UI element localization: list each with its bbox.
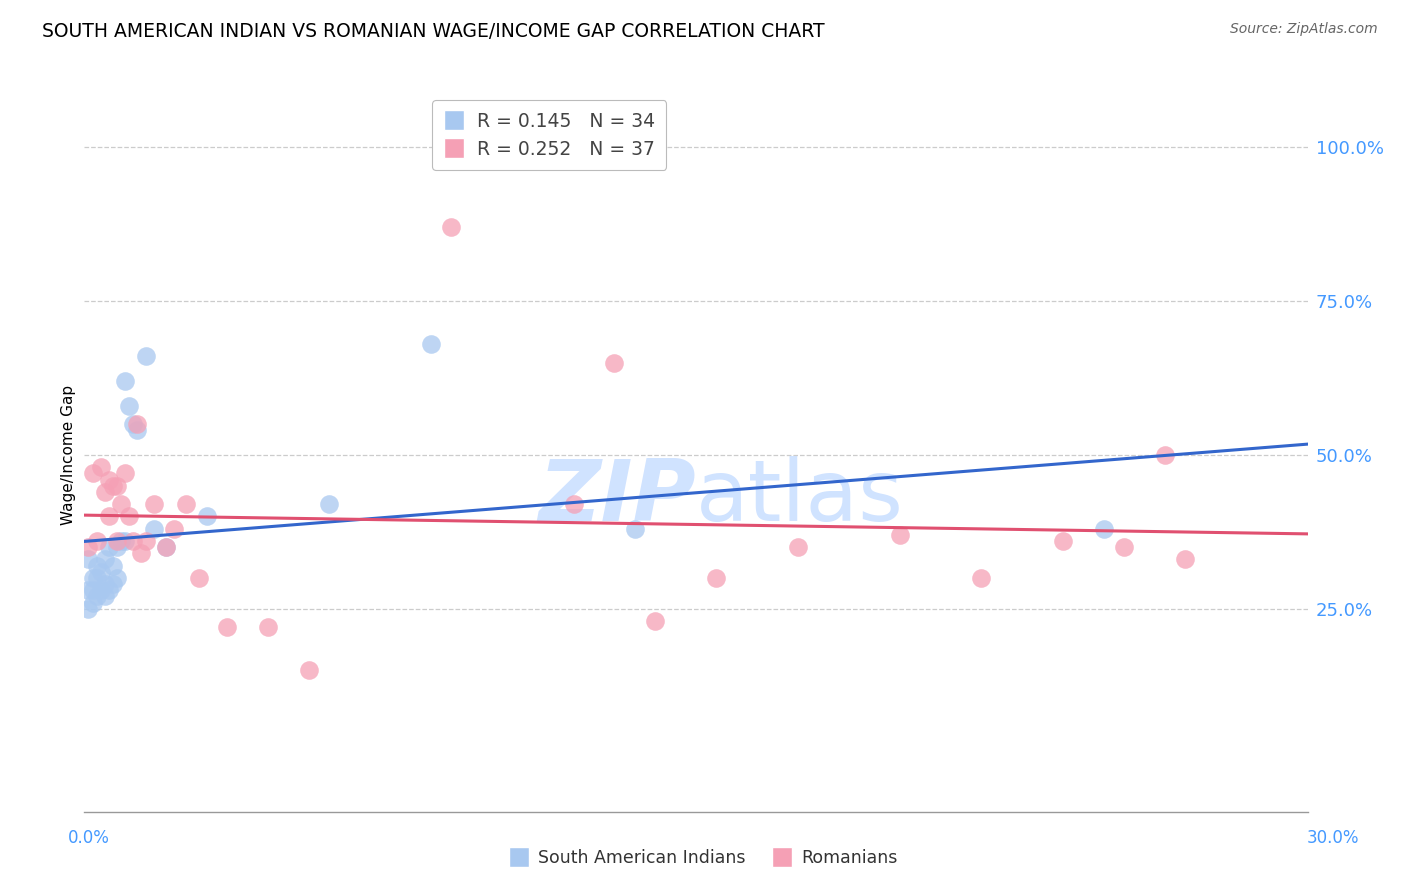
Point	[1154, 448, 1177, 462]
Point	[86, 534, 108, 549]
Point	[163, 522, 186, 536]
Point	[105, 540, 128, 554]
Point	[122, 534, 145, 549]
Point	[90, 565, 112, 579]
Point	[603, 356, 626, 370]
Point	[142, 497, 165, 511]
Point	[90, 583, 112, 598]
Point	[86, 558, 108, 573]
Text: ZIP: ZIP	[538, 456, 696, 540]
Point	[110, 497, 132, 511]
Point	[440, 220, 463, 235]
Point	[82, 583, 104, 598]
Point	[889, 528, 911, 542]
Point	[97, 509, 120, 524]
Point	[970, 571, 993, 585]
Point	[93, 552, 117, 566]
Point	[93, 590, 117, 604]
Point	[135, 350, 157, 364]
Point	[105, 478, 128, 492]
Text: Source: ZipAtlas.com: Source: ZipAtlas.com	[1230, 22, 1378, 37]
Point	[1052, 534, 1074, 549]
Point	[82, 596, 104, 610]
Point	[155, 540, 177, 554]
Text: atlas: atlas	[696, 456, 904, 540]
Point	[217, 620, 239, 634]
Point	[101, 558, 124, 573]
Point	[97, 473, 120, 487]
Point	[77, 583, 100, 598]
Point	[105, 571, 128, 585]
Point	[195, 509, 218, 524]
Point	[257, 620, 280, 634]
Point	[93, 577, 117, 591]
Point	[155, 540, 177, 554]
Point	[105, 534, 128, 549]
Point	[787, 540, 810, 554]
Point	[562, 497, 585, 511]
Point	[176, 497, 198, 511]
Point	[127, 423, 149, 437]
Point	[110, 534, 132, 549]
Point	[82, 467, 104, 481]
Point	[706, 571, 728, 585]
Point	[118, 399, 141, 413]
Point	[77, 601, 100, 615]
Point	[118, 509, 141, 524]
Point	[90, 460, 112, 475]
Legend: R = 0.145   N = 34, R = 0.252   N = 37: R = 0.145 N = 34, R = 0.252 N = 37	[432, 101, 666, 170]
Point	[1174, 552, 1197, 566]
Point	[644, 614, 666, 628]
Point	[1092, 522, 1115, 536]
Point	[77, 552, 100, 566]
Point	[142, 522, 165, 536]
Point	[1114, 540, 1136, 554]
Legend: South American Indians, Romanians: South American Indians, Romanians	[502, 843, 904, 874]
Point	[114, 534, 136, 549]
Y-axis label: Wage/Income Gap: Wage/Income Gap	[60, 384, 76, 525]
Point	[114, 467, 136, 481]
Point	[77, 540, 100, 554]
Point	[97, 583, 120, 598]
Point	[122, 417, 145, 432]
Point	[127, 417, 149, 432]
Point	[86, 571, 108, 585]
Point	[82, 571, 104, 585]
Point	[318, 497, 340, 511]
Point	[187, 571, 209, 585]
Point	[97, 540, 120, 554]
Text: SOUTH AMERICAN INDIAN VS ROMANIAN WAGE/INCOME GAP CORRELATION CHART: SOUTH AMERICAN INDIAN VS ROMANIAN WAGE/I…	[42, 22, 825, 41]
Point	[101, 478, 124, 492]
Point	[101, 577, 124, 591]
Point	[135, 534, 157, 549]
Point	[298, 663, 321, 677]
Point	[93, 484, 117, 499]
Point	[624, 522, 647, 536]
Text: 0.0%: 0.0%	[67, 829, 110, 847]
Point	[86, 590, 108, 604]
Text: 30.0%: 30.0%	[1306, 829, 1360, 847]
Point	[114, 374, 136, 388]
Point	[420, 337, 443, 351]
Point	[131, 546, 153, 560]
